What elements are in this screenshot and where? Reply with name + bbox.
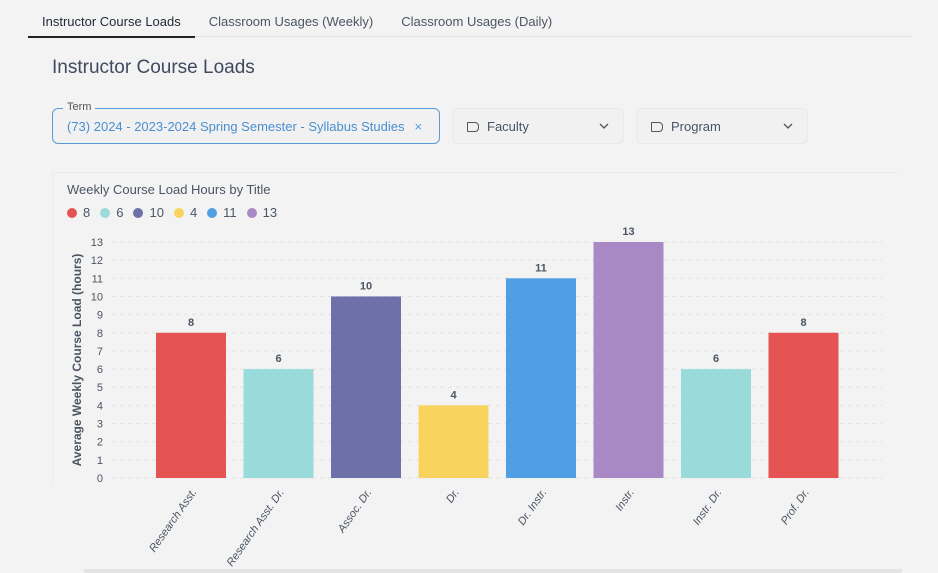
- faculty-label: Faculty: [487, 118, 529, 134]
- bar[interactable]: [156, 332, 226, 478]
- data-label: 4: [450, 389, 457, 401]
- data-label: 6: [275, 353, 281, 365]
- tag-icon: [467, 122, 479, 133]
- x-tick-label: Instr.: [613, 487, 637, 514]
- y-tick-label: 12: [91, 255, 103, 267]
- bar[interactable]: [418, 405, 489, 478]
- tag-icon: [651, 122, 663, 133]
- legend-item[interactable]: 10: [133, 205, 164, 220]
- page-title: Instructor Course Loads: [52, 57, 255, 78]
- legend-dot: [100, 207, 111, 218]
- y-tick-label: 9: [97, 310, 103, 322]
- chart-legend: 8 6 10 4 11 13: [67, 205, 287, 220]
- y-tick-label: 13: [91, 237, 103, 249]
- data-label: 10: [360, 280, 372, 292]
- bar[interactable]: [681, 369, 751, 478]
- legend-label: 8: [83, 205, 91, 220]
- chevron-down-icon: [783, 123, 793, 129]
- legend-label: 4: [189, 205, 198, 220]
- chart-title: Weekly Course Load Hours by Title: [67, 182, 271, 197]
- horizontal-scrollbar[interactable]: [84, 569, 902, 573]
- program-label: Program: [671, 118, 721, 134]
- legend-label: 11: [223, 205, 237, 220]
- tab-classroom-usages-weekly[interactable]: Classroom Usages (Weekly): [208, 14, 374, 29]
- term-value: (73) 2024 - 2023-2024 Spring Semester - …: [67, 118, 405, 134]
- legend-dot: [246, 207, 257, 218]
- legend-item[interactable]: 8: [67, 205, 90, 220]
- data-label: 11: [535, 262, 547, 274]
- legend-dot: [67, 207, 77, 218]
- faculty-select[interactable]: Faculty: [452, 108, 624, 144]
- y-tick-label: 8: [97, 328, 103, 340]
- y-tick-label: 3: [97, 419, 103, 431]
- clear-icon[interactable]: ×: [414, 118, 423, 134]
- bar[interactable]: [506, 278, 576, 478]
- data-label: 13: [622, 226, 634, 238]
- legend-dot: [133, 207, 144, 218]
- bar[interactable]: [593, 242, 664, 478]
- legend-item[interactable]: 6: [100, 205, 123, 220]
- y-tick-label: 0: [97, 473, 103, 485]
- tab-bar: Instructor Course Loads Classroom Usages…: [28, 8, 912, 38]
- y-axis-label: Average Weekly Course Load (hours): [70, 254, 84, 467]
- bar[interactable]: [768, 332, 839, 478]
- x-tick-label: Instr. Dr.: [691, 487, 725, 528]
- y-tick-label: 10: [91, 291, 103, 303]
- legend-label: 13: [262, 205, 278, 220]
- x-tick-label: Assoc. Dr.: [335, 487, 374, 536]
- bar[interactable]: [243, 369, 314, 478]
- tab-instructor-course-loads[interactable]: Instructor Course Loads: [28, 8, 195, 38]
- data-label: 6: [713, 353, 719, 365]
- bar[interactable]: [331, 296, 401, 478]
- legend-item[interactable]: 13: [246, 205, 278, 220]
- y-tick-label: 6: [97, 364, 103, 376]
- y-tick-label: 7: [97, 346, 103, 358]
- y-tick-label: 5: [97, 382, 103, 394]
- x-tick-label: Research Asst.: [147, 487, 199, 555]
- legend-dot: [173, 207, 184, 218]
- y-tick-label: 2: [97, 437, 103, 449]
- data-label: 8: [800, 317, 806, 329]
- term-label: Term: [63, 101, 96, 113]
- x-tick-label: Prof. Dr.: [779, 487, 812, 527]
- legend-label: 10: [149, 205, 164, 220]
- tab-classroom-usages-daily[interactable]: Classroom Usages (Daily): [401, 14, 553, 29]
- legend-dot: [207, 207, 218, 218]
- x-tick-label: Dr.: [444, 487, 462, 506]
- x-tick-label: Research Asst. Dr.: [225, 487, 287, 569]
- legend-label: 6: [116, 205, 124, 220]
- x-tick-label: Dr. Instr.: [516, 487, 550, 528]
- y-tick-label: 4: [97, 400, 103, 412]
- legend-item[interactable]: 4: [173, 205, 198, 220]
- term-select[interactable]: Term (73) 2024 - 2023-2024 Spring Semest…: [52, 101, 440, 144]
- chevron-down-icon: [599, 123, 609, 129]
- program-select[interactable]: Program: [636, 108, 808, 144]
- y-tick-label: 11: [92, 273, 103, 285]
- legend-item[interactable]: 11: [207, 205, 237, 220]
- data-label: 8: [188, 317, 194, 329]
- y-tick-label: 1: [97, 455, 103, 467]
- chart-panel: [52, 172, 898, 483]
